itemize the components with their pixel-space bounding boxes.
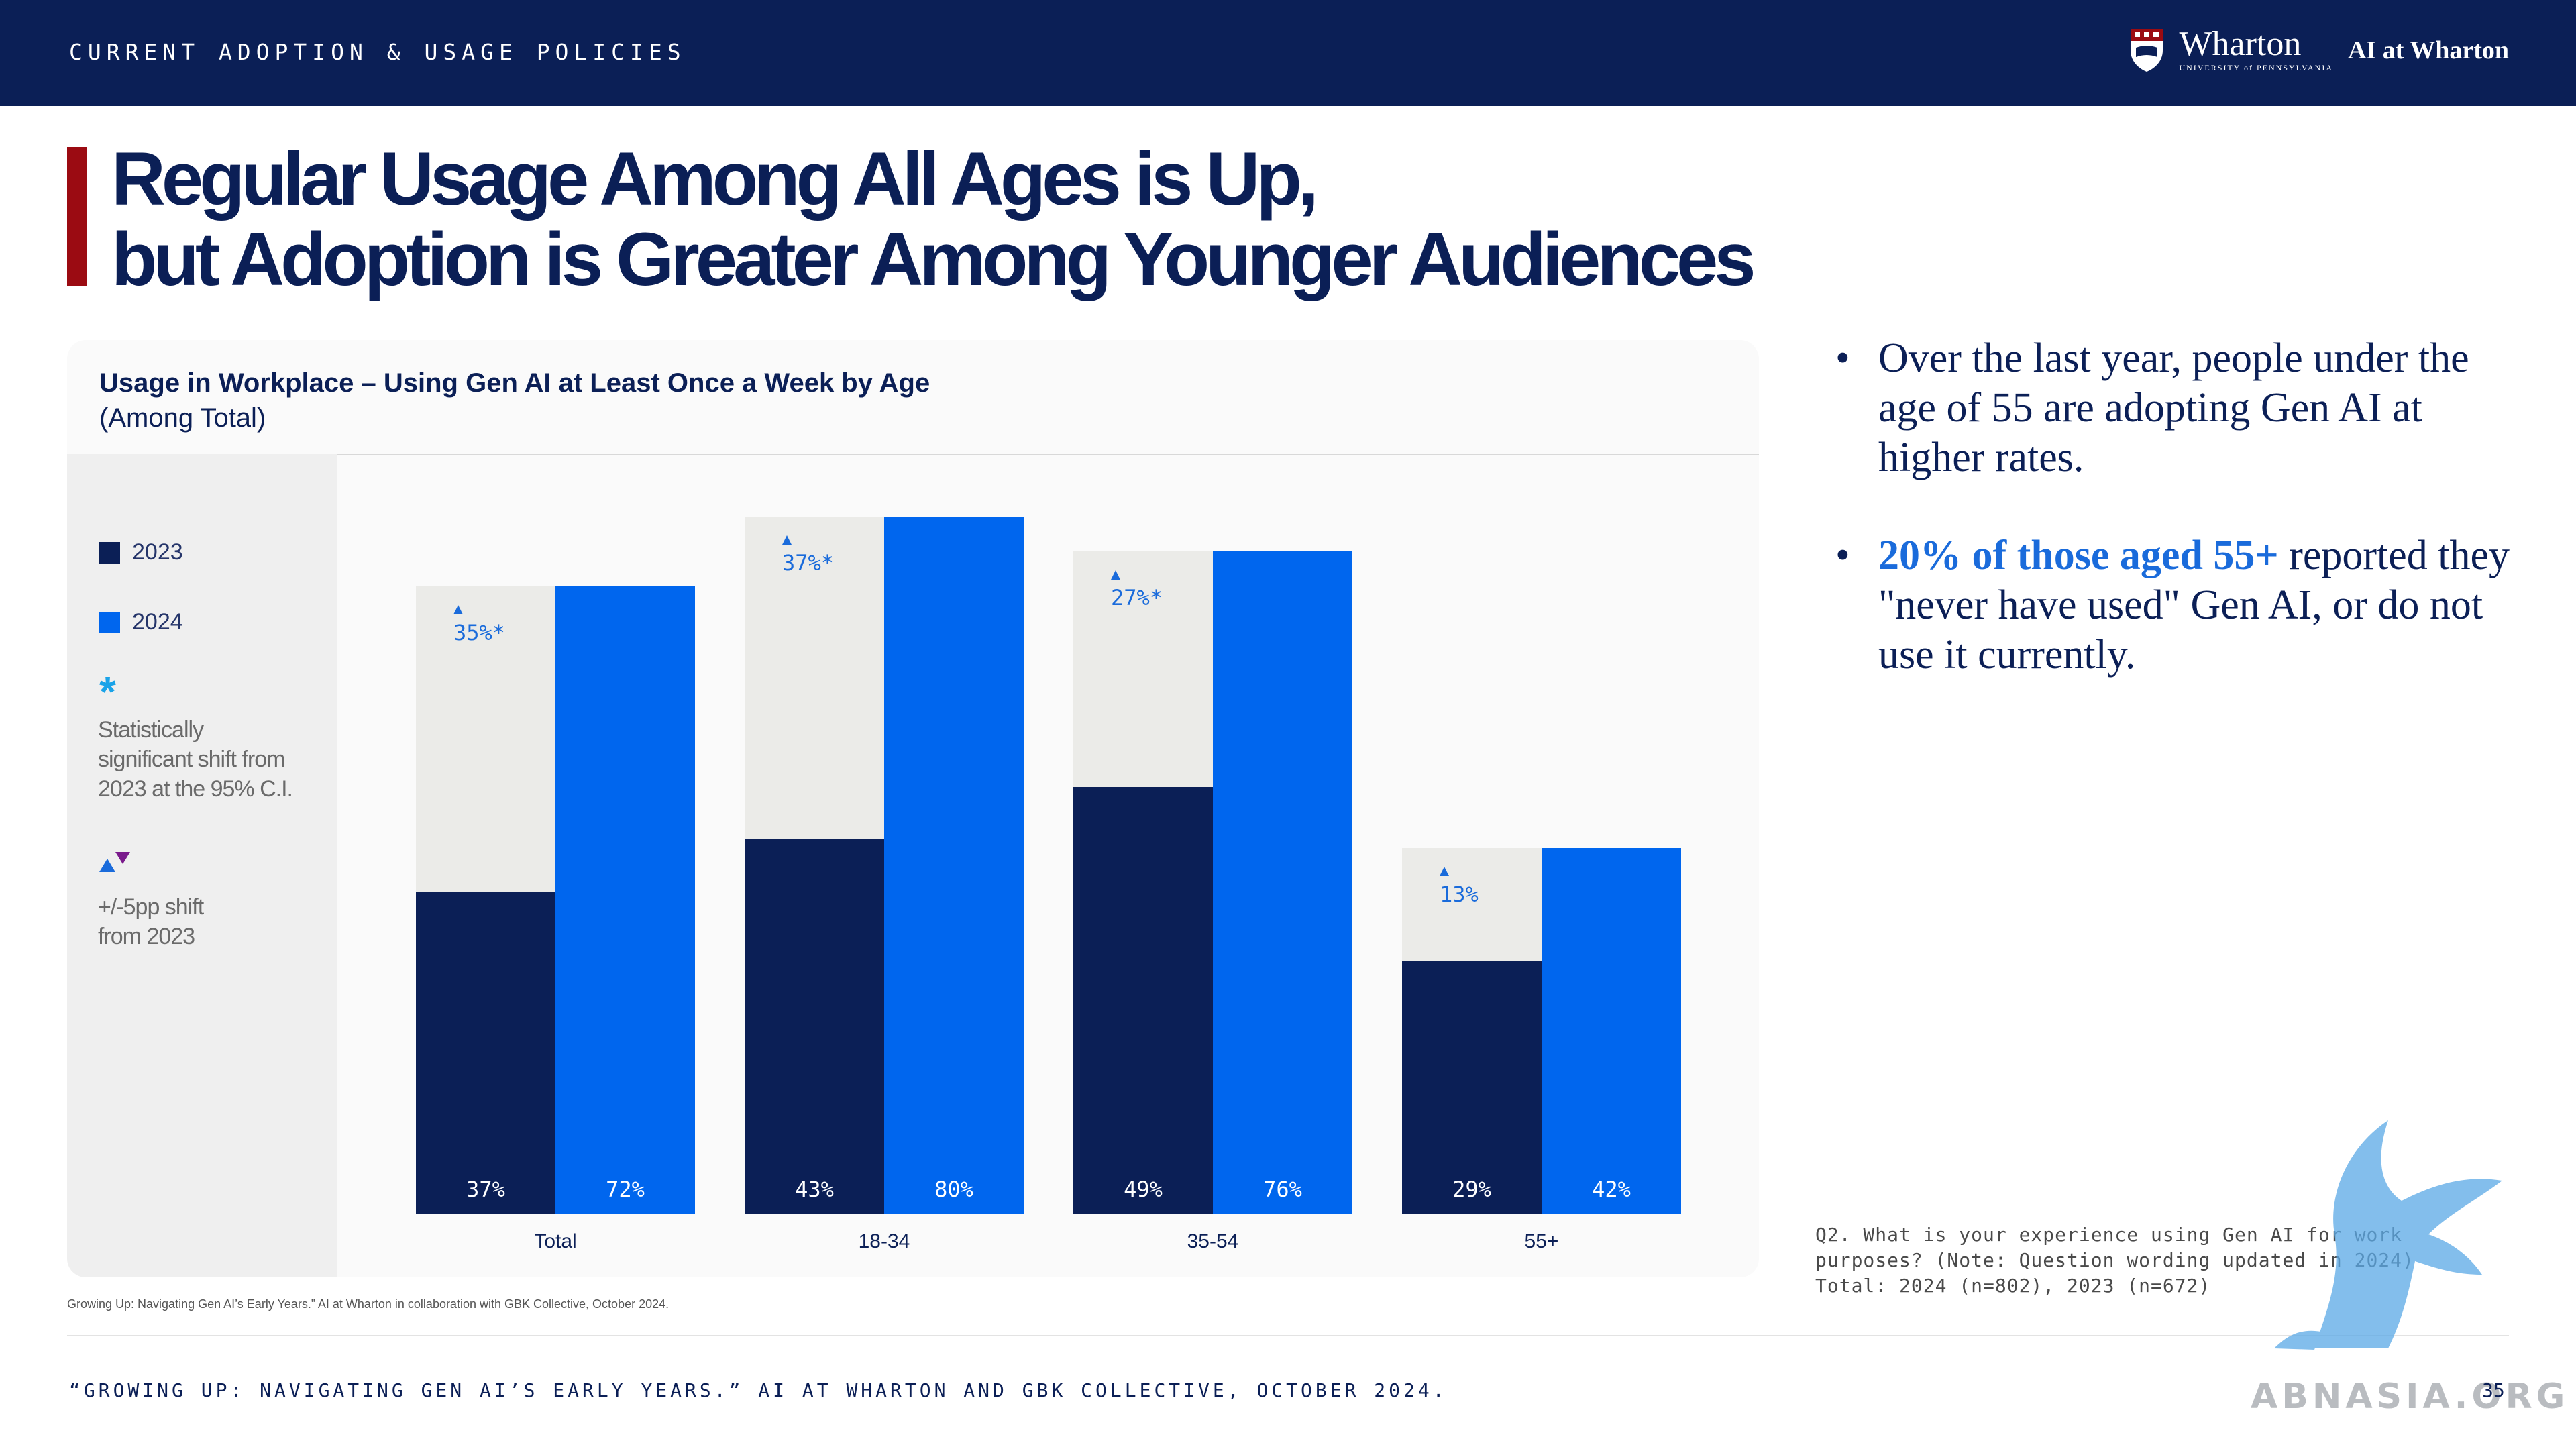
shift-gap-bar xyxy=(416,586,555,892)
brand-sub: UNIVERSITY of PENNSYLVANIA xyxy=(2179,63,2333,72)
legend-swatch-2023 xyxy=(99,541,120,564)
category-label: 35-54 xyxy=(1187,1230,1239,1252)
watermark-griffin-icon xyxy=(2274,1120,2502,1350)
chart-source-note: Growing Up: Navigating Gen AI’s Early Ye… xyxy=(67,1297,669,1311)
legend-label-2023: 2023 xyxy=(132,539,183,565)
bar-2023 xyxy=(1073,787,1213,1214)
legend-label-2024: 2024 xyxy=(132,609,183,635)
category-label: Total xyxy=(534,1230,576,1252)
category-label: 55+ xyxy=(1525,1230,1559,1252)
up-triangle-icon xyxy=(1440,867,1449,876)
bar-2023 xyxy=(416,892,555,1214)
bar-2024 xyxy=(555,586,695,1214)
legend-star-note-line: 2023 at the 95% C.I. xyxy=(98,776,293,802)
footer-source: “GROWING UP: NAVIGATING GEN AI’S EARLY Y… xyxy=(69,1379,1448,1401)
question-footnote: Q2. What is your experience using Gen AI… xyxy=(1815,1222,2486,1299)
category-label: 18-34 xyxy=(859,1230,910,1252)
shift-label: 27%* xyxy=(1111,585,1163,610)
shift-label: 35%* xyxy=(453,620,505,645)
legend-shift-note: +/-5pp shift from 2023 xyxy=(98,892,204,951)
shift-gap-bar xyxy=(745,517,884,839)
footer-divider xyxy=(67,1335,2509,1336)
chart-subtitle: (Among Total) xyxy=(99,403,266,433)
chart-title: Usage in Workplace – Using Gen AI at Lea… xyxy=(99,368,930,398)
brand-text: Wharton UNIVERSITY of PENNSYLVANIA xyxy=(2179,27,2333,73)
legend-shift-note-line: +/-5pp shift xyxy=(98,894,204,920)
page-number: 35 xyxy=(2482,1379,2505,1401)
insight-highlight: 20% of those aged 55+ xyxy=(1878,533,2279,578)
legend-star-note: Statistically significant shift from 202… xyxy=(98,715,293,804)
footnote-line: Q2. What is your experience using Gen AI… xyxy=(1815,1224,2403,1246)
footnote-line: Total: 2024 (n=802), 2023 (n=672) xyxy=(1815,1275,2211,1297)
data-label-2023: 49% xyxy=(1124,1177,1163,1202)
up-triangle-icon xyxy=(453,605,463,614)
insight-text: reported they "never have used" Gen AI, … xyxy=(1878,533,2510,678)
shift-gap-bar xyxy=(1073,551,1213,787)
legend-swatch-2024 xyxy=(99,611,120,633)
bar-2024 xyxy=(884,517,1024,1214)
title-accent-bar xyxy=(67,147,87,286)
brand-ai-label: AI at Wharton xyxy=(2348,36,2509,64)
legend-star-icon: * xyxy=(99,667,116,716)
up-triangle-icon xyxy=(1111,570,1120,580)
section-label: CURRENT ADOPTION & USAGE POLICIES xyxy=(69,39,686,65)
shift-label: 37%* xyxy=(782,550,834,576)
legend-item-2024: 2024 xyxy=(99,609,183,635)
bar-2024 xyxy=(1542,848,1681,1214)
up-triangle-icon xyxy=(782,535,792,545)
data-label-2024: 76% xyxy=(1263,1177,1302,1202)
bar-2023 xyxy=(1402,961,1542,1214)
shift-gap-bar xyxy=(1402,848,1542,961)
data-label-2023: 37% xyxy=(466,1177,505,1202)
bar-2023 xyxy=(745,839,884,1214)
top-bar: CURRENT ADOPTION & USAGE POLICIES Wharto… xyxy=(0,0,2576,106)
chart-header: Usage in Workplace – Using Gen AI at Lea… xyxy=(67,340,1759,455)
legend-item-2023: 2023 xyxy=(99,539,183,566)
brand-logo: Wharton UNIVERSITY of PENNSYLVANIA AI at… xyxy=(2129,27,2509,73)
penn-shield-icon xyxy=(2131,28,2163,72)
title-line-1: Regular Usage Among All Ages is Up, xyxy=(111,137,1319,221)
watermark-text: ABNASIA.ORG xyxy=(2251,1377,2569,1417)
data-label-2023: 43% xyxy=(795,1177,834,1202)
shift-triangles-icon xyxy=(99,852,130,872)
data-label-2024: 80% xyxy=(934,1177,973,1202)
shift-label: 13% xyxy=(1440,881,1479,907)
insights-list: Over the last year, people under the age… xyxy=(1831,333,2516,728)
insight-bullet-1: Over the last year, people under the age… xyxy=(1831,333,2516,482)
footnote-line: purposes? (Note: Question wording update… xyxy=(1815,1249,2414,1271)
bar-2024 xyxy=(1213,551,1352,1214)
insight-bullet-2: 20% of those aged 55+ reported they "nev… xyxy=(1831,531,2516,680)
data-label-2024: 72% xyxy=(606,1177,645,1202)
legend-shift-note-line: from 2023 xyxy=(98,924,195,949)
page-title: Regular Usage Among All Ages is Up, but … xyxy=(111,137,1756,301)
brand-name: Wharton xyxy=(2179,25,2302,63)
data-label-2023: 29% xyxy=(1452,1177,1491,1202)
data-label-2024: 42% xyxy=(1592,1177,1631,1202)
legend-star-note-line: Statistically xyxy=(98,717,204,743)
chart-legend xyxy=(67,454,337,1277)
title-line-2: but Adoption is Greater Among Younger Au… xyxy=(111,217,1756,301)
legend-star-note-line: significant shift from xyxy=(98,747,285,772)
